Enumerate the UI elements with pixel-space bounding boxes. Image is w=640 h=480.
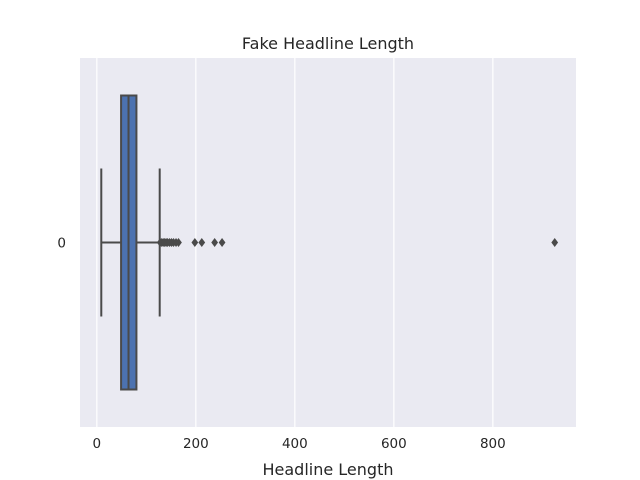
x-tick-label: 400 xyxy=(282,436,308,452)
outlier-point xyxy=(198,238,206,247)
x-tick-label: 800 xyxy=(480,436,506,452)
box-plot xyxy=(100,94,161,391)
outlier-point xyxy=(211,238,219,247)
x-tick-label: 600 xyxy=(381,436,407,452)
x-tick-label: 200 xyxy=(183,436,209,452)
outlier-point xyxy=(175,238,182,247)
outlier-points xyxy=(156,238,559,247)
x-axis-label: Headline Length xyxy=(263,460,394,479)
y-axis-ticks: 0 xyxy=(57,236,66,252)
y-tick-label: 0 xyxy=(57,236,66,252)
chart-title: Fake Headline Length xyxy=(242,34,414,53)
outlier-point xyxy=(551,238,559,247)
x-axis-ticks: 0 200 400 600 800 xyxy=(93,436,506,452)
outlier-point xyxy=(218,238,226,247)
x-tick-label: 0 xyxy=(93,436,102,452)
outlier-point xyxy=(191,238,199,247)
